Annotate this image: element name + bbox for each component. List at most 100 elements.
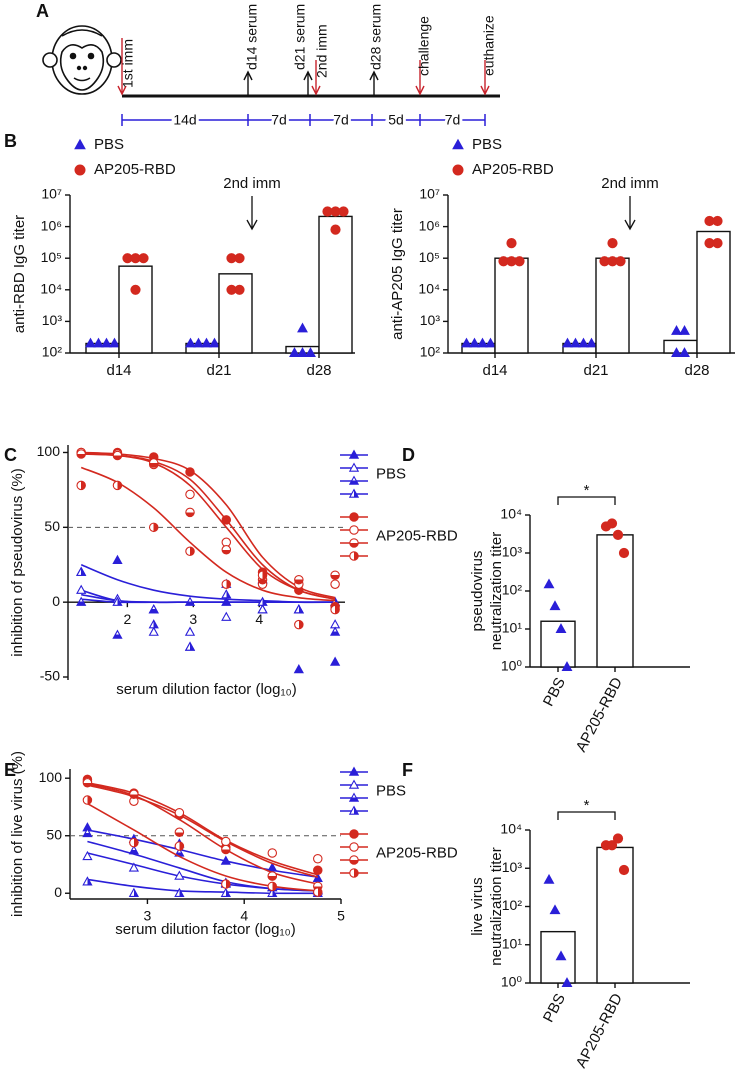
interval-label: 5d: [388, 112, 404, 128]
data-point: [313, 887, 323, 897]
data-point: [184, 641, 196, 651]
event-arrowhead: [311, 85, 321, 96]
data-point: [174, 841, 185, 851]
data-point: [129, 789, 139, 800]
data-point: [128, 887, 140, 897]
legend-label: AP205-RBD: [376, 527, 458, 544]
panel-label: E: [4, 760, 16, 780]
monkey-icon: [42, 25, 122, 95]
data-point: [82, 778, 93, 788]
data-point: [313, 865, 323, 875]
interval-label: 14d: [173, 112, 196, 128]
data-point: [549, 600, 561, 611]
bar: [118, 265, 153, 354]
data-point: [570, 337, 581, 348]
x-tick-label: 5: [337, 908, 345, 924]
data-point: [128, 862, 140, 872]
bar: [540, 620, 576, 668]
data-point: [561, 661, 573, 671]
data-point: [712, 238, 723, 249]
event-label: 2nd imm: [314, 24, 330, 78]
y-tick-label: -50: [40, 668, 60, 684]
data-point: [174, 870, 185, 880]
interval-label: 7d: [445, 112, 461, 128]
y-tick-label: 10⁵: [41, 249, 62, 265]
data-point: [293, 604, 304, 614]
legend-label: AP205-RBD: [94, 161, 176, 178]
x-tick-label: d21: [206, 362, 231, 379]
legend-label: AP205-RBD: [376, 844, 458, 861]
data-point: [221, 596, 232, 606]
x-axis-label: serum dilution factor (log₁₀): [116, 681, 297, 698]
y-tick-label: 10⁶: [419, 217, 440, 233]
y-tick-label: 0: [52, 593, 60, 609]
bar: [218, 273, 253, 354]
data-point: [234, 284, 245, 295]
data-point: [76, 566, 87, 576]
legend-marker: [348, 779, 360, 789]
panel-label: D: [402, 445, 415, 465]
event-label: euthanize: [481, 15, 497, 76]
legend-label: PBS: [376, 782, 406, 799]
event-arrowhead: [415, 85, 425, 96]
x-tick-label: AP205-RBD: [573, 675, 626, 755]
fit-curve: [87, 784, 319, 878]
data-point: [612, 529, 624, 540]
panel-label: B: [4, 131, 17, 151]
data-point: [329, 626, 341, 636]
data-point: [148, 604, 159, 614]
data-point: [671, 347, 682, 357]
data-point: [221, 589, 232, 599]
data-point: [679, 325, 690, 335]
data-point: [267, 871, 278, 881]
y-tick-label: 100: [39, 769, 63, 785]
legend-marker: [349, 868, 359, 878]
data-point: [330, 579, 340, 589]
panel-label: F: [402, 760, 413, 780]
y-axis-label: live virus: [469, 877, 486, 935]
y-tick-label: 10⁴: [418, 281, 440, 297]
data-point: [257, 596, 268, 606]
data-point: [185, 489, 195, 500]
event-label: d14 serum: [244, 4, 260, 70]
data-point: [174, 887, 185, 897]
data-point: [130, 284, 141, 295]
legend-marker: [348, 462, 360, 472]
legend-label: PBS: [472, 136, 502, 153]
data-point: [461, 337, 472, 348]
legend-marker: [349, 538, 359, 548]
data-point: [85, 337, 96, 348]
x-tick-label: PBS: [540, 991, 569, 1025]
data-point: [330, 224, 341, 235]
data-point: [329, 656, 341, 666]
data-point: [148, 458, 159, 468]
data-point: [82, 850, 93, 861]
data-point: [485, 337, 496, 348]
data-point: [612, 833, 624, 844]
data-point: [129, 837, 139, 848]
y-tick-label: 100: [37, 443, 61, 459]
data-point: [618, 547, 630, 559]
data-point: [305, 347, 316, 357]
event-arrowhead: [243, 70, 253, 81]
data-point: [112, 450, 123, 461]
annotation: 2nd imm: [601, 175, 659, 192]
data-point: [185, 546, 195, 557]
y-tick-label: 10²: [502, 582, 523, 598]
data-point: [561, 977, 573, 987]
y-tick-label: 10⁵: [419, 249, 440, 265]
y-tick-label: 10³: [42, 312, 63, 328]
data-point: [184, 596, 196, 606]
event-label: challenge: [416, 16, 432, 76]
data-point: [209, 337, 220, 348]
data-point: [267, 848, 278, 858]
data-point: [234, 253, 245, 264]
data-point: [185, 467, 195, 477]
data-point: [221, 515, 232, 525]
data-point: [618, 864, 630, 876]
y-axis-label: neutralization titer: [488, 532, 505, 650]
panel-label: A: [36, 1, 49, 21]
bar: [595, 257, 630, 354]
data-point: [148, 522, 159, 533]
x-tick-label: 2: [123, 611, 131, 627]
